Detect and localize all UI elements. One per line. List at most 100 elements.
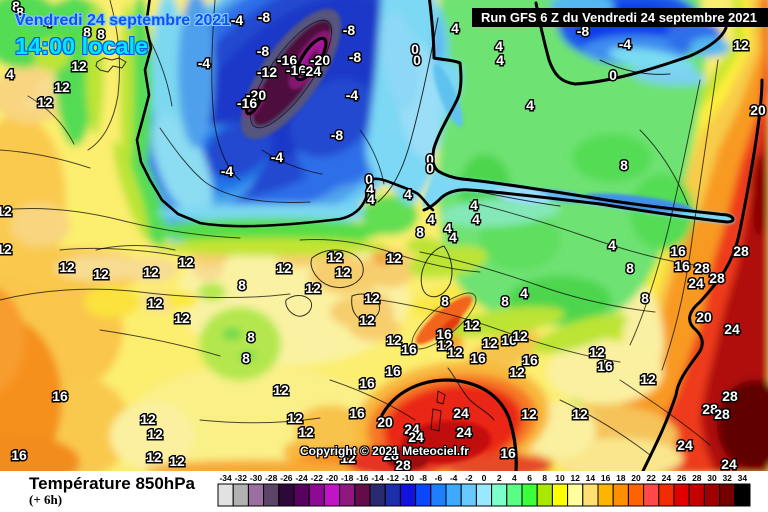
svg-text:12: 12 bbox=[147, 426, 163, 442]
svg-text:12: 12 bbox=[59, 259, 75, 275]
svg-text:28: 28 bbox=[395, 457, 411, 471]
svg-text:16: 16 bbox=[436, 326, 452, 342]
svg-text:28: 28 bbox=[694, 260, 710, 276]
svg-text:34: 34 bbox=[738, 473, 748, 483]
svg-text:-34: -34 bbox=[219, 473, 232, 483]
svg-text:28: 28 bbox=[714, 406, 730, 422]
svg-text:24: 24 bbox=[677, 437, 693, 453]
svg-text:12: 12 bbox=[143, 264, 159, 280]
svg-text:4: 4 bbox=[526, 97, 534, 113]
svg-text:28: 28 bbox=[709, 270, 725, 286]
svg-text:8: 8 bbox=[416, 224, 424, 240]
svg-text:-6: -6 bbox=[435, 473, 443, 483]
svg-text:12: 12 bbox=[0, 203, 12, 219]
svg-text:-2: -2 bbox=[465, 473, 473, 483]
svg-text:8: 8 bbox=[626, 260, 634, 276]
svg-text:-26: -26 bbox=[280, 473, 293, 483]
svg-text:12: 12 bbox=[512, 328, 528, 344]
svg-text:0: 0 bbox=[482, 473, 487, 483]
svg-text:-8: -8 bbox=[331, 127, 344, 143]
svg-text:16: 16 bbox=[601, 473, 611, 483]
svg-text:16: 16 bbox=[500, 445, 516, 461]
svg-text:8: 8 bbox=[542, 473, 547, 483]
svg-text:24: 24 bbox=[688, 275, 704, 291]
svg-text:26: 26 bbox=[677, 473, 687, 483]
svg-text:6: 6 bbox=[527, 473, 532, 483]
svg-text:4: 4 bbox=[496, 52, 504, 68]
svg-text:4: 4 bbox=[470, 197, 478, 213]
svg-text:16: 16 bbox=[11, 447, 27, 463]
svg-text:12: 12 bbox=[37, 94, 53, 110]
svg-text:-4: -4 bbox=[346, 87, 359, 103]
svg-text:30: 30 bbox=[707, 473, 717, 483]
svg-text:12: 12 bbox=[178, 254, 194, 270]
svg-text:8: 8 bbox=[16, 4, 24, 20]
svg-text:-32: -32 bbox=[235, 473, 248, 483]
svg-text:12: 12 bbox=[340, 450, 356, 466]
svg-text:-22: -22 bbox=[311, 473, 324, 483]
svg-text:16: 16 bbox=[501, 332, 517, 348]
svg-text:12: 12 bbox=[437, 337, 453, 353]
svg-text:10: 10 bbox=[555, 473, 565, 483]
svg-text:0: 0 bbox=[609, 67, 617, 83]
svg-text:0: 0 bbox=[413, 52, 421, 68]
svg-text:12: 12 bbox=[509, 364, 525, 380]
svg-text:24: 24 bbox=[724, 321, 740, 337]
svg-text:8: 8 bbox=[247, 329, 255, 345]
svg-text:12: 12 bbox=[733, 37, 749, 53]
svg-text:2: 2 bbox=[497, 473, 502, 483]
svg-text:16: 16 bbox=[674, 258, 690, 274]
svg-text:12: 12 bbox=[589, 344, 605, 360]
svg-text:28: 28 bbox=[702, 401, 718, 417]
svg-text:12: 12 bbox=[287, 410, 303, 426]
svg-text:28: 28 bbox=[722, 388, 738, 404]
svg-text:24: 24 bbox=[408, 429, 424, 445]
svg-text:-4: -4 bbox=[221, 163, 234, 179]
svg-text:0: 0 bbox=[426, 151, 434, 167]
svg-text:12: 12 bbox=[276, 260, 292, 276]
svg-text:20: 20 bbox=[750, 102, 766, 118]
svg-text:22: 22 bbox=[646, 473, 656, 483]
svg-text:8: 8 bbox=[12, 0, 20, 14]
svg-text:24: 24 bbox=[662, 473, 672, 483]
svg-text:4: 4 bbox=[512, 473, 517, 483]
svg-text:8: 8 bbox=[501, 293, 509, 309]
svg-text:0: 0 bbox=[365, 171, 373, 187]
svg-text:-24: -24 bbox=[301, 63, 321, 79]
svg-text:-4: -4 bbox=[198, 55, 211, 71]
svg-text:18: 18 bbox=[616, 473, 626, 483]
svg-text:28: 28 bbox=[692, 473, 702, 483]
svg-text:8: 8 bbox=[238, 277, 246, 293]
svg-text:24: 24 bbox=[404, 421, 420, 437]
svg-text:16: 16 bbox=[52, 388, 68, 404]
svg-text:-24: -24 bbox=[295, 473, 308, 483]
svg-text:-8: -8 bbox=[257, 43, 270, 59]
svg-text:12: 12 bbox=[570, 473, 580, 483]
svg-text:4: 4 bbox=[449, 229, 457, 245]
svg-text:4: 4 bbox=[404, 186, 412, 202]
svg-text:16: 16 bbox=[401, 341, 417, 357]
svg-text:-4: -4 bbox=[619, 36, 632, 52]
svg-text:-20: -20 bbox=[246, 87, 266, 103]
svg-text:4: 4 bbox=[444, 220, 452, 236]
svg-text:16: 16 bbox=[470, 350, 486, 366]
svg-text:8: 8 bbox=[441, 293, 449, 309]
svg-text:12: 12 bbox=[386, 250, 402, 266]
svg-text:4: 4 bbox=[472, 211, 480, 227]
svg-text:-16: -16 bbox=[356, 473, 369, 483]
svg-text:-8: -8 bbox=[343, 22, 356, 38]
svg-text:-20: -20 bbox=[326, 473, 339, 483]
svg-text:16: 16 bbox=[597, 358, 613, 374]
svg-text:4: 4 bbox=[608, 237, 616, 253]
svg-text:12: 12 bbox=[386, 332, 402, 348]
svg-text:12: 12 bbox=[93, 266, 109, 282]
svg-text:12: 12 bbox=[335, 264, 351, 280]
svg-text:-8: -8 bbox=[419, 473, 427, 483]
svg-text:24: 24 bbox=[721, 456, 737, 471]
svg-text:20: 20 bbox=[696, 309, 712, 325]
svg-text:4: 4 bbox=[367, 191, 375, 207]
svg-text:-10: -10 bbox=[402, 473, 415, 483]
svg-text:16: 16 bbox=[385, 363, 401, 379]
svg-text:12: 12 bbox=[447, 344, 463, 360]
svg-text:20: 20 bbox=[631, 473, 641, 483]
